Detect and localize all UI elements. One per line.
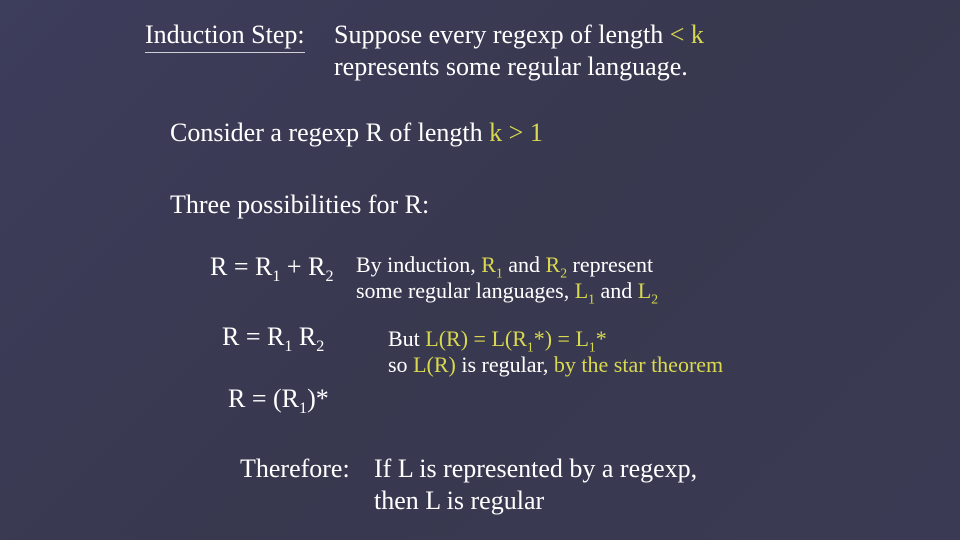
induction-step-heading: Induction Step:: [145, 20, 305, 53]
suppose-line1: Suppose every regexp of length < k: [334, 20, 704, 50]
case-star: R = (R1)*: [228, 384, 329, 414]
but-expr1a: L(R) = L(R: [425, 326, 527, 351]
case1-lhs: R = R: [210, 252, 272, 281]
ind-l2sub: 2: [651, 291, 658, 306]
case-concat: R = R1 R2: [222, 322, 324, 352]
case3-sub1: 1: [299, 400, 307, 417]
consider-pre: Consider a regexp R of length: [170, 118, 489, 147]
ind2-pre: some regular languages,: [356, 278, 575, 303]
but2-mid: is regular,: [456, 352, 554, 377]
ind-l2: L: [638, 278, 651, 303]
but-expr1c: *: [596, 326, 607, 351]
ind-l1: L: [575, 278, 588, 303]
case1-plus: + R: [280, 252, 325, 281]
ind-pre: By induction,: [356, 252, 481, 277]
therefore-line1: If L is represented by a regexp,: [374, 454, 697, 484]
case2-mid: R: [292, 322, 316, 351]
less-than-k: < k: [670, 20, 704, 49]
suppose-line1-pre: Suppose every regexp of length: [334, 20, 670, 49]
ind-r2: R: [546, 252, 561, 277]
therefore-line2: then L is regular: [374, 486, 544, 516]
ind-l1sub: 1: [588, 291, 595, 306]
k-gt-1: k > 1: [489, 118, 543, 147]
ind-mid1: and: [503, 252, 546, 277]
case2-lhs: R = R: [222, 322, 284, 351]
three-possibilities-label: Three possibilities for R:: [170, 190, 429, 220]
case3-tail: )*: [307, 384, 329, 413]
but-lr: L(R): [413, 352, 456, 377]
but-note-line2: so L(R) is regular, by the star theorem: [388, 352, 723, 378]
ind-tail1: represent: [567, 252, 653, 277]
but-pre: But: [388, 326, 425, 351]
ind-r1: R: [481, 252, 496, 277]
ind-mid2: and: [595, 278, 638, 303]
induction-note-line2: some regular languages, L1 and L2: [356, 278, 658, 304]
case3-lhs: R = (R: [228, 384, 299, 413]
but2-pre: so: [388, 352, 413, 377]
induction-note-line1: By induction, R1 and R2 represent: [356, 252, 653, 278]
case-union: R = R1 + R2: [210, 252, 334, 282]
case1-sub2: 2: [325, 268, 333, 285]
therefore-label: Therefore:: [240, 454, 350, 484]
slide: Induction Step: Suppose every regexp of …: [0, 0, 960, 540]
but2-tail: by the star theorem: [554, 352, 723, 377]
but-note-line1: But L(R) = L(R1*) = L1*: [388, 326, 607, 352]
but-expr1b: *) = L: [534, 326, 589, 351]
consider-line: Consider a regexp R of length k > 1: [170, 118, 543, 148]
case2-sub2: 2: [316, 338, 324, 355]
suppose-line2: represents some regular language.: [334, 52, 688, 82]
